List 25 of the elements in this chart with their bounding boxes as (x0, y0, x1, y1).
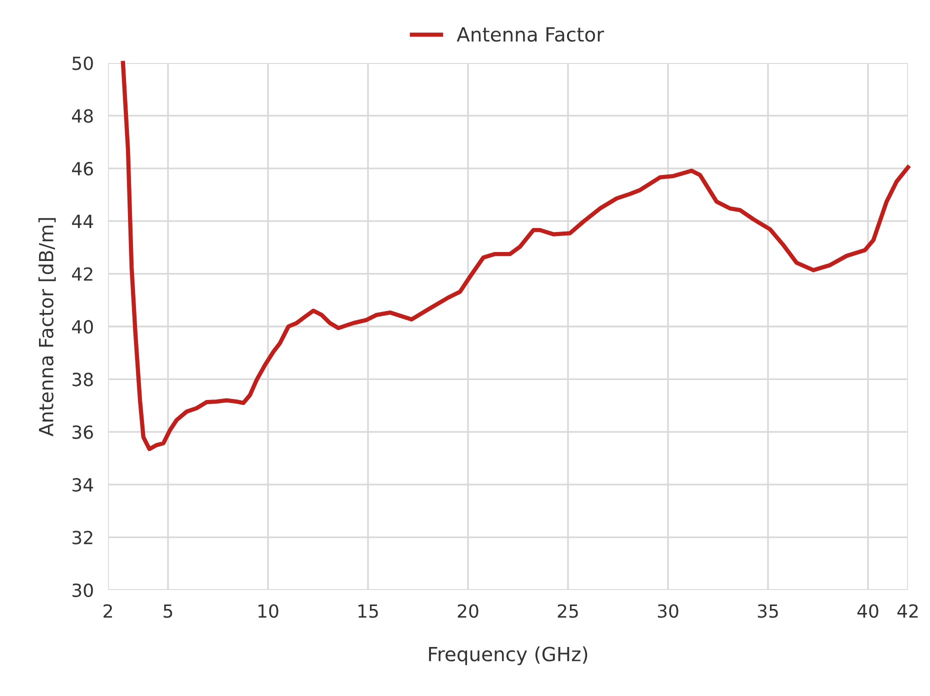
x-tick-label: 2 (104, 604, 112, 618)
line-series (120, 60, 910, 452)
x-tick-label: 15 (358, 604, 378, 618)
y-tick-label: 44 (72, 214, 94, 228)
x-tick-label: 42 (897, 604, 918, 618)
y-tick-label: 32 (72, 530, 92, 544)
y-tick-label: 30 (72, 583, 93, 598)
y-tick-label: 50 (72, 56, 93, 70)
y-tick-label: 36 (72, 425, 93, 440)
y-tick-label: 42 (72, 267, 92, 281)
y-tick-label: 38 (72, 372, 93, 386)
y-tick-label: 48 (72, 109, 93, 123)
legend-label: Antenna Factor (456, 27, 604, 42)
y-tick-label: 34 (72, 478, 94, 492)
y-axis-title: Antenna Factor [dB/m] (38, 218, 56, 436)
x-tick-label: 35 (758, 604, 778, 618)
x-tick-label: 5 (164, 604, 172, 618)
x-tick-label: 25 (558, 604, 578, 618)
x-axis-title: Frequency (GHz) (429, 646, 588, 666)
x-tick-label: 20 (458, 604, 478, 618)
x-tick-label: 40 (857, 604, 878, 618)
x-tick-label: 30 (658, 604, 678, 618)
y-tick-label: 40 (72, 320, 93, 334)
x-tick-label: 10 (258, 604, 278, 618)
y-tick-label: 46 (72, 162, 93, 176)
